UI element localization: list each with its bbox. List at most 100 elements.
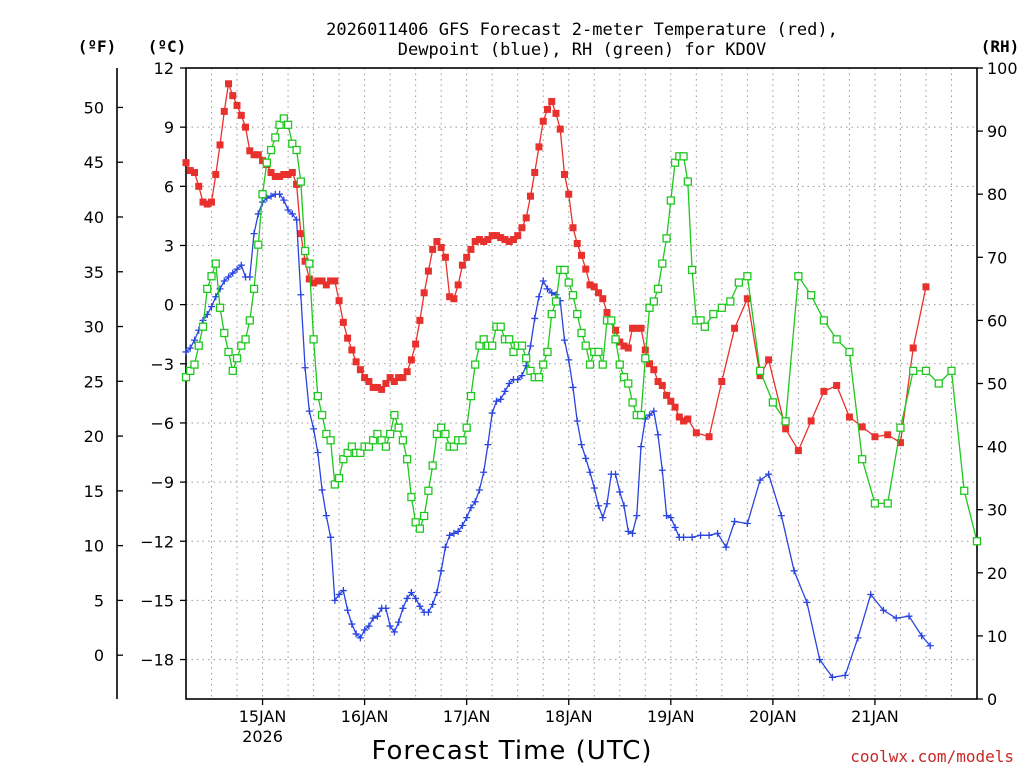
rh-point [628,398,637,407]
time-tick-label: 18JAN [545,707,593,726]
temperature-point [471,238,479,246]
rh-tick-label: 80 [987,185,1007,204]
dewpoint-point [229,269,237,277]
rh-point [670,158,680,167]
dewpoint-point [492,397,500,405]
celsius-unit-label: (ºC) [148,37,187,56]
dewpoint-point [318,486,326,494]
time-tick-label: 19JAN [647,707,695,726]
dewpoint-point [637,443,645,451]
temperature-point [373,383,381,391]
rh-point [934,379,943,388]
dewpoint-point [667,514,675,522]
temperature-point [518,224,526,232]
dewpoint-point [680,533,688,541]
dewpoint-point [633,512,641,520]
rh-point [313,391,322,401]
rh-tick-label: 40 [987,438,1007,457]
temperature-point [237,111,245,119]
temperature-point [492,232,500,240]
temperature-point [599,295,607,303]
rh-point [568,291,578,300]
dewpoint-point [314,449,322,457]
temperature-point [216,141,224,149]
temperature-point [535,143,543,151]
temperature-point [582,265,590,273]
temperature-point [671,403,679,411]
temperature-point [335,297,343,305]
dewpoint-point [603,500,611,508]
temperature-point [310,279,318,287]
rh-point [211,259,220,268]
rh-point [687,265,697,275]
rh-point [819,316,829,325]
temperature-point [182,159,190,167]
temperature-point [203,200,211,208]
temperature-point [284,170,292,178]
dewpoint-point [543,285,551,293]
rh-point [407,492,416,502]
rh-point [317,410,327,420]
temperature-point [399,374,407,382]
fahrenheit-tick-label: 50 [84,98,104,117]
dewpoint-point [284,206,292,214]
dewpoint-point [582,454,590,462]
rh-point [726,297,735,306]
temperature-point [305,275,313,283]
temperature-point [225,80,233,88]
temperature-point [820,387,828,395]
dewpoint-point [926,642,934,650]
dewpoint-point [650,407,658,415]
dewpoint-point [765,470,773,478]
dewpoint-point [212,293,220,301]
dewpoint-point [918,632,926,640]
dewpoint-point [458,521,466,529]
rh-point [300,246,310,256]
rh-point [551,297,561,306]
rh-point [458,436,467,445]
temperature-point [212,170,220,178]
rh-point [441,429,450,439]
temperature-point [756,372,764,380]
dewpoint-point [297,291,305,299]
temperature-point [658,381,666,389]
fahrenheit-tick-label: 25 [84,372,104,391]
temperature-point [386,374,394,382]
temperature-point [403,368,411,376]
rh-point [947,366,956,376]
dewpoint-point [220,277,228,285]
dewpoint-point [450,529,458,537]
rh-point [768,398,778,407]
dewpoint-point [714,529,722,537]
dewpoint-point [539,277,547,285]
dewpoint-point [688,533,696,541]
temperature-point [595,289,603,297]
grid-lines [186,68,978,699]
fahrenheit-tick-label: 30 [84,318,104,337]
dewpoint-point [743,520,751,528]
temperature-point [718,378,726,386]
rh-point [517,341,527,350]
rh-point [896,423,905,432]
rh-point [339,455,348,464]
dewpoint-point [616,488,624,496]
rh-point [203,284,212,294]
dewpoint-point [475,486,483,494]
rh-point [683,177,692,186]
dewpoint-point [505,380,513,387]
rh-point [190,360,199,369]
temperature-point [450,295,458,303]
rh-point [479,335,488,344]
temperature-point [531,169,539,177]
temperature-point [539,117,547,125]
temperature-point [348,346,356,354]
temperature-point [586,281,594,289]
rh-point [420,511,429,521]
rh-point [488,341,497,350]
fahrenheit-tick-label: 20 [84,427,104,446]
rh-point [641,354,650,363]
fahrenheit-unit-label: (ºF) [78,37,117,56]
rh-tick-label: 70 [987,248,1007,267]
temperature-point [909,344,917,352]
dewpoint-point [433,589,441,597]
